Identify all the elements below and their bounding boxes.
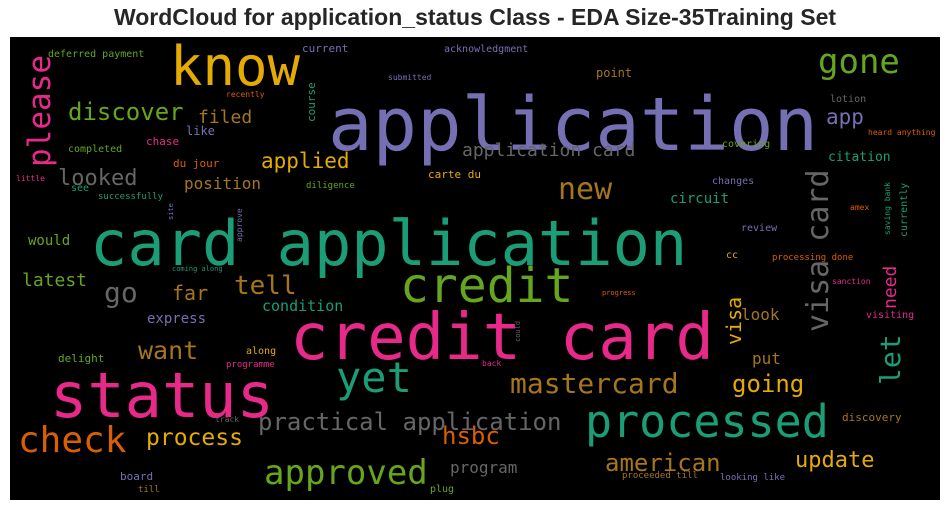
word-heard-anything: heard anything (868, 128, 936, 137)
word-applied: applied (261, 149, 350, 173)
word-yet: yet (336, 353, 412, 402)
word-cloud: application card application credit card st… (10, 37, 940, 500)
word-far: far (172, 281, 208, 305)
word-changes: changes (712, 176, 754, 187)
word-american: american (605, 449, 721, 477)
word-cloud-canvas: application card application credit cardst… (16, 37, 936, 495)
word-need: need (880, 266, 901, 309)
word-carte-du: carte du (428, 168, 481, 181)
word-going: going (732, 370, 804, 398)
word-proceeded-till: proceeded till (622, 471, 698, 481)
word-looked: looked (58, 166, 137, 191)
word-completed: completed (68, 144, 122, 155)
word-mastercard: mastercard (510, 367, 679, 400)
word-please: please (22, 55, 58, 167)
word-card-application: card application (90, 207, 687, 280)
word-credit-card: credit card (290, 301, 714, 375)
word-little: little (16, 174, 45, 183)
word-new: new (558, 172, 613, 207)
word-condition: condition (262, 297, 343, 315)
word-would: would (28, 233, 70, 249)
word-along: along (246, 346, 276, 357)
word-deferred-payment: deferred payment (48, 49, 144, 60)
word-progress: progress (602, 289, 636, 297)
word-citation: citation (828, 150, 891, 165)
word-site: site (167, 203, 175, 220)
word-application: application (328, 82, 818, 168)
word-program: program (450, 458, 517, 477)
word-circuit: circuit (670, 191, 729, 207)
word-latest: latest (22, 270, 87, 291)
word-review: review (741, 223, 778, 234)
word-plug: plug (430, 484, 454, 495)
word-chase: chase (146, 135, 179, 148)
word-sanction: sanction (832, 277, 871, 286)
word-processed: processed (585, 395, 829, 448)
word-amex: amex (850, 203, 869, 212)
word-gone: gone (818, 42, 900, 82)
word-app: app (826, 105, 864, 129)
word-lotion: lotion (830, 94, 866, 105)
word-current: current (302, 42, 348, 55)
word-look: look (741, 305, 780, 324)
word-board: board (120, 470, 153, 483)
word-discover: discover (68, 98, 184, 126)
word-know: know (170, 37, 301, 98)
word-see: see (71, 183, 89, 194)
word-processing-done: processing done (772, 253, 853, 263)
word-acknowledgment: acknowledgment (444, 44, 528, 55)
word-covering: covering (722, 139, 770, 150)
word-hsbc: hsbc (442, 422, 500, 450)
word-approved: approved (264, 453, 428, 493)
chart-title: WordCloud for application_status Class -… (113, 4, 837, 30)
word-put: put (752, 349, 781, 368)
word-process: process (146, 425, 243, 451)
word-express: express (147, 311, 206, 327)
word-like: like (186, 124, 215, 138)
word-status: status (50, 359, 274, 432)
word-till: till (138, 485, 160, 495)
word-point: point (596, 66, 632, 80)
word-tell: tell (234, 271, 297, 301)
word-du-jour: du jour (173, 157, 220, 170)
word-position: position (184, 174, 261, 193)
word-visa-card: visa card (801, 169, 836, 332)
word-looking-like: looking like (720, 473, 785, 483)
word-could: could (514, 321, 522, 342)
word-visa: visa (722, 297, 746, 345)
word-back: back (482, 359, 501, 368)
word-successfully: successfully (98, 192, 164, 202)
word-let: let (874, 334, 907, 385)
word-diligence: diligence (306, 181, 355, 191)
word-approve: approve (235, 208, 244, 242)
word-saving-bank: saving bank (883, 182, 892, 235)
word-practical-application: practical application (258, 408, 561, 436)
word-check: check (18, 420, 127, 461)
word-currently: currently (899, 183, 910, 237)
word-coming-along: coming along (172, 265, 223, 273)
word-cc: cc (726, 250, 738, 261)
word-recently: recently (226, 90, 265, 99)
word-delight: delight (58, 352, 104, 365)
word-filed: filed (198, 107, 252, 128)
word-go: go (104, 276, 138, 309)
word-track: track (215, 415, 239, 424)
word-application-card: application card (462, 140, 635, 161)
word-update: update (795, 448, 874, 473)
word-discovery: discovery (842, 411, 902, 424)
word-course: course (305, 82, 318, 122)
word-submitted: submitted (388, 73, 432, 82)
word-programme: programme (226, 360, 275, 370)
word-credit: credit (400, 258, 573, 314)
word-visiting: visiting (866, 310, 914, 321)
word-want: want (138, 336, 198, 365)
